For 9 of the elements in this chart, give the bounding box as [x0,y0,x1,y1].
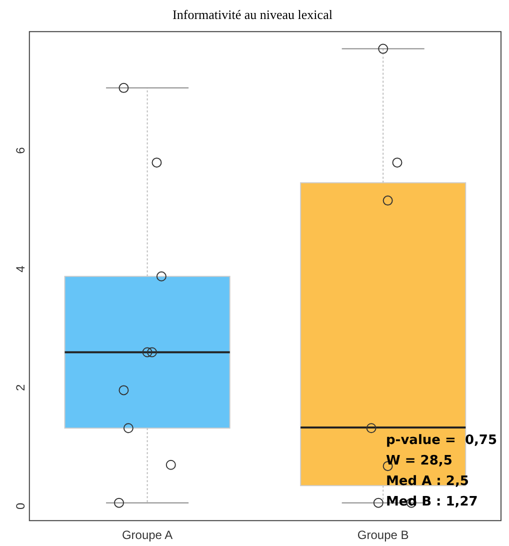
annotation: W = 28,5 [386,453,452,468]
y-tick-label: 4 [14,265,28,272]
annotation: p-value = 0,75 [386,432,498,448]
y-tick-label: 0 [14,502,28,510]
x-tick-label: Groupe B [357,528,409,542]
y-tick-label: 2 [14,384,28,391]
x-tick-label: Groupe A [122,528,173,542]
y-tick-label: 6 [14,146,28,154]
chart-title: Informativité au niveau lexical [172,7,333,22]
